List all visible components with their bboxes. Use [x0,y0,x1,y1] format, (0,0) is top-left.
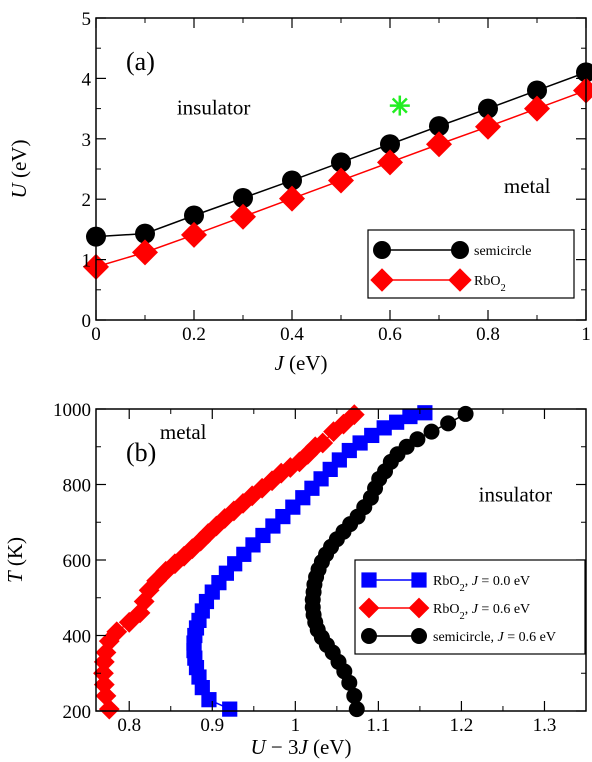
data-point [93,662,114,684]
data-point [95,685,117,707]
x-tick-label: 1 [291,715,301,736]
data-point [279,457,301,478]
chart-panel-b: 0.8 0.9 1 1.1 1.2 1.3 200 400 600 800 1000 U − 3J (… [3,400,587,759]
legend-entry: RbO2, J = 0.6 eV [433,602,530,622]
legend-marker [408,597,430,619]
region-label: metal [160,420,207,444]
legend-entry: RbO2 [474,274,506,294]
data-point [348,701,365,718]
star-marker [389,95,410,116]
data-point [389,414,405,430]
data-point [429,116,449,137]
x-tick-label: 0.6 [378,324,402,345]
data-point [106,621,128,643]
data-point [524,95,550,122]
y-tick-label: 1 [82,251,92,272]
y-tick-label: 4 [82,69,92,90]
data-point [352,435,368,451]
y-tick-label: 0 [82,311,92,332]
x-tick-label: 1 [581,324,591,345]
x-axis-label: J (eV) [274,351,327,375]
data-point [402,408,418,425]
legend-box [367,229,575,299]
data-point [181,221,207,248]
region-label: insulator [177,96,251,120]
data-point [279,185,305,212]
y-tick-label: 200 [63,702,92,723]
y-axis-label: T (K) [3,537,27,583]
legend-marker [370,268,394,292]
data-point [282,170,302,191]
data-point [423,423,440,440]
data-point [230,203,256,230]
data-point [527,80,547,101]
x-tick-label: 1.1 [366,715,390,736]
legend-marker [358,597,380,619]
x-tick-label: 0.2 [182,324,206,345]
data-point [440,415,457,432]
data-point [475,113,501,140]
legend-marker [411,572,427,588]
data-point [380,134,400,155]
y-tick-label: 2 [82,190,92,211]
panel-label: (b) [126,438,156,467]
x-tick-label: 0.8 [117,715,141,736]
legend-marker [361,572,377,588]
legend: semicircle RbO2 [367,229,575,299]
y-tick-label: 800 [63,476,92,497]
x-axis-label: U − 3J (eV) [250,735,351,759]
data-point [364,427,380,444]
x-tick-label: 0.4 [280,324,304,345]
region-label: metal [504,174,551,198]
data-point [164,553,186,575]
x-tick-label: 1.3 [533,715,557,736]
x-tick-label: 0.8 [476,324,500,345]
data-point [222,701,238,717]
region-label: insulator [479,482,553,506]
legend-marker [373,241,391,259]
data-point [312,432,334,454]
data-point [478,98,498,119]
x-tick-label: 0.9 [200,715,224,736]
legend-marker [448,268,472,292]
data-point [93,674,115,695]
y-tick-label: 5 [82,9,92,30]
data-point [377,149,403,176]
data-point [132,239,158,266]
data-point [576,62,592,83]
y-axis-label: U (eV) [7,140,31,199]
x-tick-label: 1.2 [450,715,474,736]
data-point [206,515,227,537]
y-tick-label: 3 [82,130,92,151]
chart-panel-a: 0 0.2 0.4 0.6 0.8 1 0 1 2 3 4 5 J (eV) U (eV) (a) insul… [7,9,592,375]
data-point [135,223,155,244]
legend-entry: semicircle [474,244,532,259]
legend-marker [451,241,469,259]
data-point [409,431,426,448]
x-tick-label: 0 [91,324,101,345]
data-point [233,187,253,208]
legend-entry: RbO2, J = 0.0 eV [433,574,530,594]
data-point [328,167,354,194]
legend-entry: semicircle, J = 0.6 eV [433,630,556,645]
legend-box [354,559,586,655]
panel-label: (a) [126,47,155,76]
y-tick-label: 600 [63,551,92,572]
legend-marker [361,628,377,644]
data-point [331,152,351,173]
data-point [376,420,392,436]
data-point [184,205,204,226]
legend-marker [411,628,427,644]
data-point [346,687,363,704]
legend: RbO2, J = 0.0 eV RbO2, J = 0.6 eV semicirc… [354,559,586,655]
star-stroke [391,97,408,114]
data-point [426,131,452,158]
y-tick-label: 1000 [53,400,91,421]
y-tick-label: 400 [63,627,92,648]
data-point [573,77,592,104]
data-point [197,523,219,544]
